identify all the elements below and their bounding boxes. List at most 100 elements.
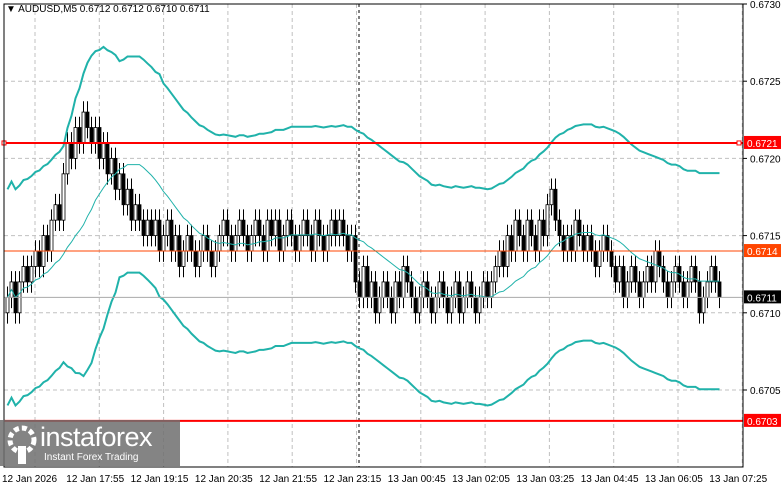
candle-body — [617, 266, 622, 283]
candle-body — [409, 281, 414, 298]
x-tick-label: 12 Jan 23:15 — [324, 474, 382, 485]
candle-body — [305, 219, 310, 237]
dropdown-triangle-icon[interactable]: ▼ — [6, 4, 19, 15]
candle-body — [481, 281, 486, 298]
y-tick-label: 0.6705 — [750, 386, 781, 397]
candle-body — [549, 188, 554, 206]
candle-body — [237, 219, 242, 237]
candle-body — [49, 219, 54, 252]
candle-body — [81, 111, 86, 144]
candle-body — [301, 219, 306, 237]
candle-body — [85, 111, 90, 128]
candle-body — [129, 188, 134, 221]
candle-body — [441, 281, 446, 298]
candle-body — [689, 266, 694, 283]
candle-body — [665, 281, 670, 298]
candle-body — [557, 219, 562, 237]
candle-body — [573, 219, 578, 252]
candle-body — [229, 235, 234, 252]
candle-body — [5, 296, 10, 314]
candle-body — [173, 235, 178, 252]
candle-body — [181, 250, 186, 267]
y-tick-label: 0.6730 — [750, 0, 781, 11]
candle-body — [445, 296, 450, 314]
y-tick-label: 0.6720 — [750, 154, 781, 165]
candle-body — [389, 296, 394, 314]
candle-body — [345, 235, 350, 252]
candle-body — [537, 219, 542, 252]
candle-body — [561, 235, 566, 252]
level-anchor-right — [736, 140, 742, 146]
candle-body — [57, 204, 62, 221]
price-label: 0.6711 — [747, 293, 777, 304]
instaforex-watermark: instaforex Instant Forex Trading — [0, 420, 180, 466]
candle-body — [449, 296, 454, 314]
candle-body — [149, 219, 154, 237]
candle-body — [433, 296, 438, 314]
candle-body — [645, 266, 650, 283]
price-label: 0.6714 — [747, 247, 778, 258]
candle-body — [545, 204, 550, 237]
candle-body — [673, 266, 678, 283]
candle-body — [473, 296, 478, 314]
candle-body — [117, 173, 122, 190]
bollinger-upper-band — [6, 45, 720, 191]
candle-body — [581, 235, 586, 252]
candle-body — [601, 235, 606, 252]
candle-body — [681, 281, 686, 298]
candle-body — [313, 219, 318, 252]
candle-body — [489, 281, 494, 298]
candle-body — [197, 250, 202, 267]
candle-body — [577, 219, 582, 237]
candle-body — [293, 235, 298, 252]
candle-body — [437, 281, 442, 298]
candle-body — [161, 235, 166, 252]
candle-body — [653, 250, 658, 283]
candle-body — [253, 219, 258, 237]
candle-body — [273, 219, 278, 237]
candle-body — [257, 219, 262, 237]
candle-body — [417, 296, 422, 314]
candle-body — [329, 219, 334, 237]
price-label: 0.6721 — [747, 139, 778, 150]
candle-body — [169, 219, 174, 252]
candle-body — [629, 266, 634, 283]
candle-body — [365, 266, 370, 298]
candle-body — [321, 235, 326, 252]
candle-body — [641, 281, 646, 298]
x-tick-label: 12 Jan 17:55 — [66, 474, 124, 485]
candle-body — [717, 281, 722, 298]
candle-body — [541, 219, 546, 237]
candle-body — [477, 296, 482, 314]
candle-body — [89, 127, 94, 144]
x-tick-label: 12 Jan 20:35 — [195, 474, 253, 485]
candle-body — [249, 235, 254, 252]
candle-body — [221, 219, 226, 237]
candle-body — [517, 219, 522, 237]
candle-body — [153, 219, 158, 237]
candle-body — [25, 266, 30, 283]
watermark-tagline: Instant Forex Trading — [44, 452, 139, 463]
candle-body — [201, 235, 206, 252]
candle-body — [501, 250, 506, 267]
candle-body — [289, 219, 294, 237]
x-tick-label: 13 Jan 00:45 — [388, 474, 446, 485]
candle-body — [525, 219, 530, 252]
price-label: 0.6703 — [747, 417, 778, 428]
candle-body — [277, 219, 282, 252]
candle-body — [521, 235, 526, 252]
candle-body — [353, 235, 358, 283]
candle-body — [333, 219, 338, 237]
candle-body — [509, 235, 514, 252]
candle-body — [337, 219, 342, 237]
candle-body — [413, 296, 418, 314]
price-label-bg — [744, 413, 781, 427]
candle-body — [553, 188, 558, 221]
candle-body — [621, 266, 626, 298]
candle-body — [613, 266, 618, 283]
x-tick-label: 12 Jan 21:55 — [259, 474, 317, 485]
price-label-bg — [744, 290, 781, 304]
candle-body — [285, 219, 290, 237]
